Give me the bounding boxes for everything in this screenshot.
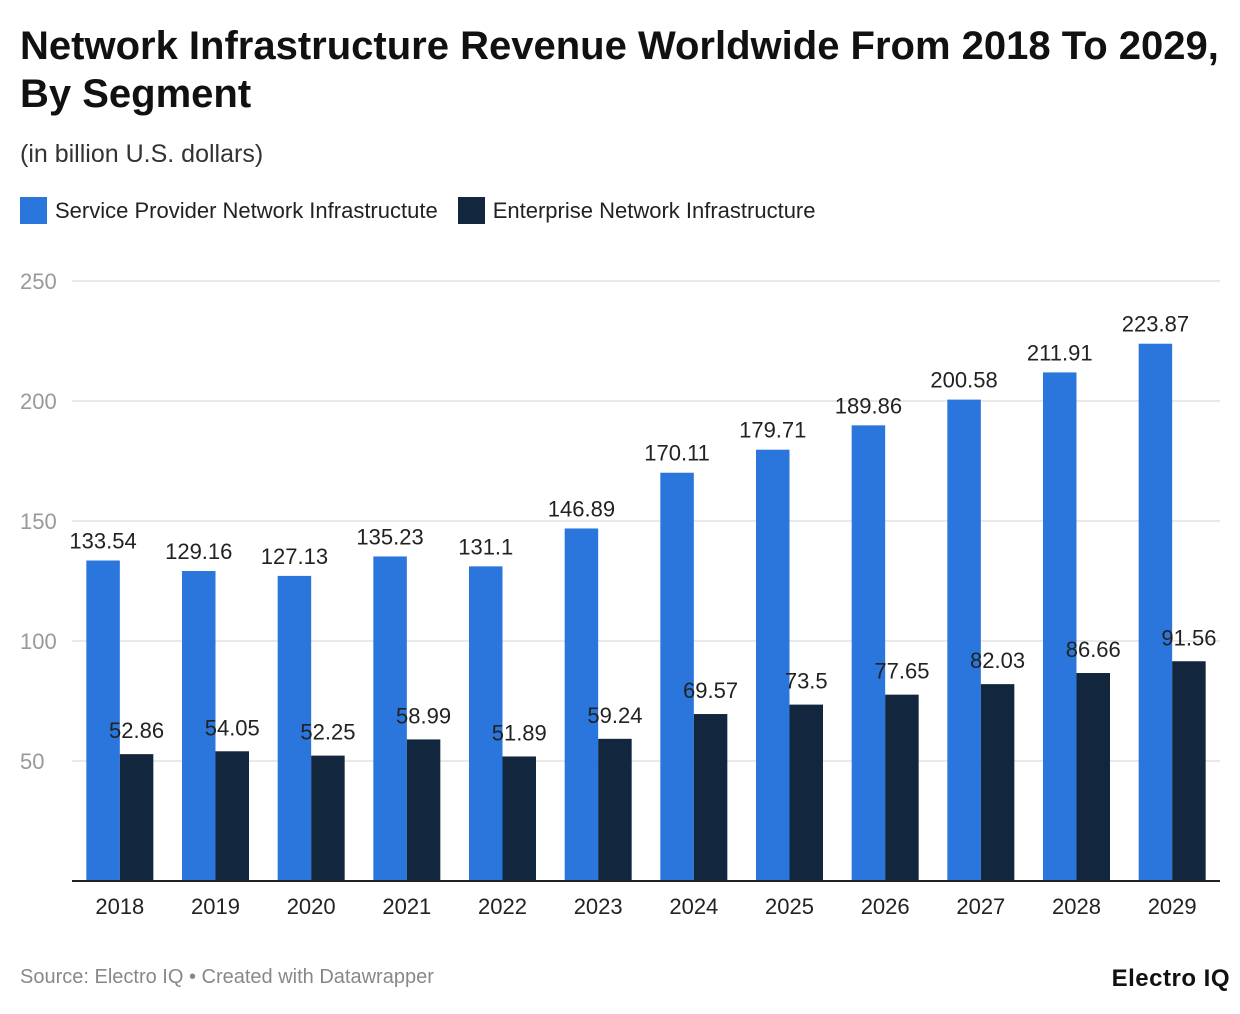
bar-service-provider bbox=[182, 571, 216, 881]
legend: Service Provider Network Infrastructute … bbox=[20, 197, 815, 224]
bar-enterprise bbox=[215, 751, 249, 881]
bar-enterprise bbox=[980, 684, 1015, 881]
bar-enterprise bbox=[598, 738, 632, 881]
bar-service-provider bbox=[947, 399, 981, 881]
bar-service-provider bbox=[1138, 343, 1173, 881]
data-label: 223.87 bbox=[1122, 312, 1189, 337]
legend-label: Enterprise Network Infrastructure bbox=[492, 197, 816, 223]
data-label: 58.99 bbox=[396, 703, 451, 728]
legend-label: Service Provider Network Infrastructute bbox=[55, 197, 438, 223]
source-note: Source: Electro IQ • Created with Datawr… bbox=[20, 966, 434, 988]
bar-service-provider bbox=[756, 449, 790, 881]
bar-enterprise bbox=[311, 755, 345, 881]
data-label: 54.05 bbox=[205, 715, 260, 740]
data-label: 86.66 bbox=[1066, 637, 1121, 662]
data-label: 59.24 bbox=[587, 703, 642, 728]
data-label: 179.71 bbox=[739, 418, 806, 443]
x-tick-label: 2025 bbox=[765, 894, 814, 919]
data-label: 77.65 bbox=[874, 659, 929, 684]
data-label: 51.89 bbox=[492, 720, 547, 745]
chart-subtitle: (in billion U.S. dollars) bbox=[20, 140, 264, 168]
data-label: 146.89 bbox=[548, 496, 615, 521]
data-label: 133.54 bbox=[69, 529, 136, 554]
data-label: 52.86 bbox=[109, 718, 164, 743]
y-tick-label: 100 bbox=[20, 629, 57, 654]
data-label: 91.56 bbox=[1161, 625, 1216, 650]
data-label: 200.58 bbox=[930, 368, 997, 393]
chart-title: Network Infrastructure Revenue Worldwide… bbox=[20, 24, 1219, 116]
bar-chart: 50 100 150 200 250 133.54 52.86 2018 129.16 54.05… bbox=[20, 269, 1220, 919]
bar-enterprise bbox=[789, 704, 823, 881]
y-tick-label: 250 bbox=[20, 269, 57, 294]
bar-enterprise bbox=[693, 714, 728, 881]
bar-enterprise bbox=[1076, 673, 1110, 881]
bar-service-provider bbox=[564, 528, 599, 881]
bar-enterprise bbox=[502, 756, 536, 881]
y-tick-label: 150 bbox=[20, 509, 57, 534]
y-tick-label: 200 bbox=[20, 389, 57, 414]
data-label: 135.23 bbox=[356, 524, 423, 549]
bar-service-provider bbox=[277, 575, 312, 881]
bar-enterprise bbox=[119, 754, 154, 881]
legend-item-service-provider: Service Provider Network Infrastructute bbox=[20, 197, 438, 224]
bar-enterprise bbox=[1172, 661, 1206, 881]
x-tick-label: 2020 bbox=[287, 894, 336, 919]
legend-swatch bbox=[457, 197, 485, 224]
x-tick-label: 2024 bbox=[669, 894, 718, 919]
x-tick-label: 2029 bbox=[1148, 894, 1197, 919]
data-label: 82.03 bbox=[970, 648, 1025, 673]
y-tick-label: 50 bbox=[20, 749, 44, 774]
data-label: 170.11 bbox=[644, 441, 710, 466]
x-tick-label: 2023 bbox=[574, 894, 623, 919]
data-label: 52.25 bbox=[300, 720, 355, 745]
bar-service-provider bbox=[373, 556, 407, 881]
bar-enterprise bbox=[885, 694, 919, 881]
bar-service-provider bbox=[660, 472, 694, 881]
data-label: 129.16 bbox=[165, 539, 232, 564]
legend-swatch bbox=[20, 197, 47, 224]
legend-item-enterprise: Enterprise Network Infrastructure bbox=[457, 197, 816, 224]
bar-service-provider bbox=[86, 560, 120, 881]
x-tick-label: 2022 bbox=[478, 894, 527, 919]
data-label: 69.57 bbox=[683, 678, 738, 703]
data-label: 131.1 bbox=[458, 534, 513, 559]
bar-service-provider bbox=[469, 566, 503, 881]
x-tick-label: 2021 bbox=[382, 894, 431, 919]
x-tick-label: 2018 bbox=[95, 894, 144, 919]
x-tick-label: 2028 bbox=[1052, 894, 1101, 919]
data-label: 127.13 bbox=[261, 544, 328, 569]
data-label: 189.86 bbox=[835, 393, 902, 418]
x-tick-label: 2026 bbox=[861, 894, 910, 919]
data-label: 211.91 bbox=[1027, 340, 1093, 365]
electro-iq-logo: Electro IQ bbox=[1111, 965, 1230, 992]
x-tick-label: 2027 bbox=[956, 894, 1005, 919]
x-tick-label: 2019 bbox=[191, 894, 240, 919]
bar-enterprise bbox=[406, 739, 441, 881]
bar-service-provider bbox=[851, 425, 886, 881]
bar-service-provider bbox=[1043, 372, 1077, 881]
data-label: 73.5 bbox=[785, 669, 828, 694]
